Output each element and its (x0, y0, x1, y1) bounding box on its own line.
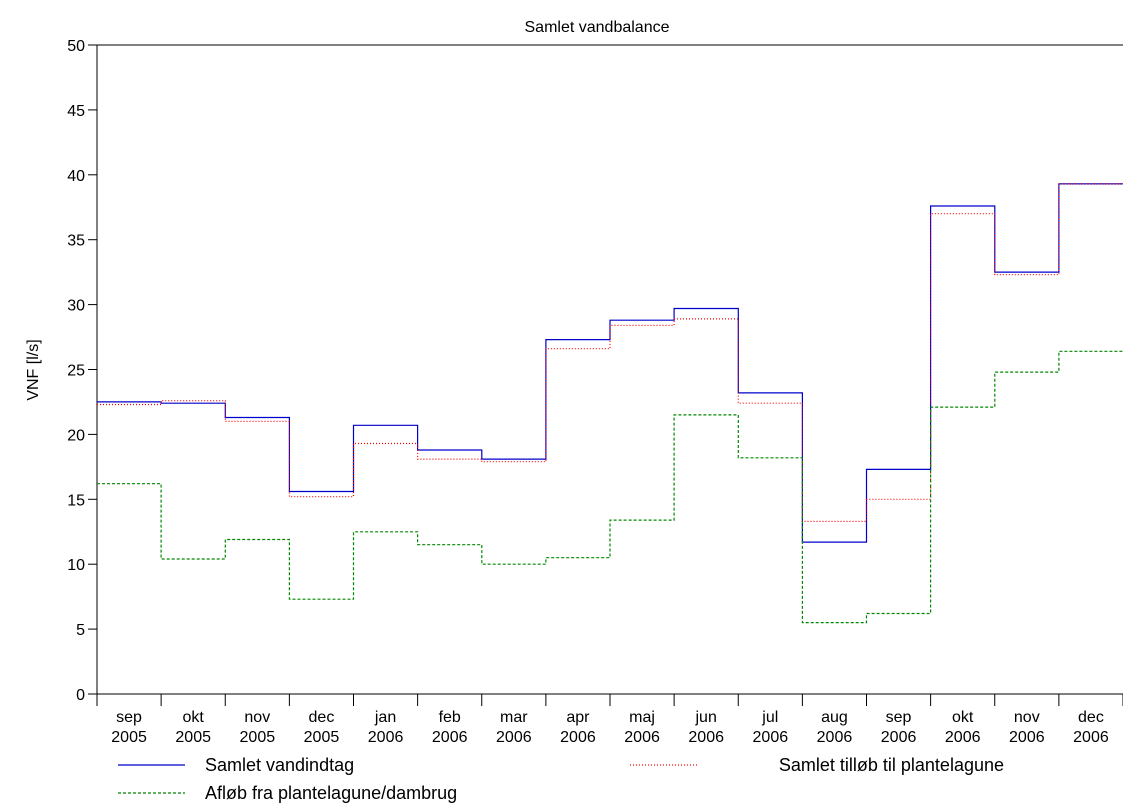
x-tick-label-month: dec (1078, 709, 1104, 726)
x-axis-ticks: sep 2005 okt 2005 nov 2005 dec 2005 jan 2006 feb 20… (96, 694, 1123, 746)
x-tick-label-month: jun (695, 709, 717, 726)
x-tick-label-month: sep (886, 709, 912, 726)
series-lines (97, 183, 1123, 624)
x-tick-label-year: 2005 (240, 729, 276, 746)
x-tick-label-month: jan (374, 709, 396, 726)
x-tick-label-month: apr (566, 709, 590, 726)
x-tick-label-year: 2006 (624, 729, 660, 746)
y-tick-label: 35 (67, 233, 85, 250)
plot-frame (96, 44, 1123, 695)
legend-label-1: Samlet vandindtag (205, 755, 354, 775)
x-tick-label-year: 2006 (945, 729, 981, 746)
x-tick-label-year: 2005 (175, 729, 211, 746)
x-tick-label-year: 2006 (496, 729, 532, 746)
chart-title: Samlet vandbalance (525, 19, 670, 36)
legend-label-3: Afløb fra plantelagune/dambrug (205, 783, 457, 803)
y-tick-label: 10 (67, 557, 85, 574)
y-tick-label: 30 (67, 298, 85, 315)
x-tick-label-month: maj (629, 709, 655, 726)
x-tick-label-month: jul (761, 709, 778, 726)
y-tick-label: 40 (67, 168, 85, 185)
x-tick-label-year: 2006 (560, 729, 596, 746)
x-tick-label-month: nov (1014, 709, 1040, 726)
x-tick-label-year: 2006 (881, 729, 917, 746)
x-tick-label-year: 2006 (1073, 729, 1109, 746)
x-tick-label-year: 2006 (753, 729, 789, 746)
y-tick-label: 25 (67, 363, 85, 380)
x-tick-label-year: 2006 (688, 729, 724, 746)
series-line-2 (97, 183, 1123, 522)
legend: Samlet vandindtag Samlet tilløb til plant… (118, 755, 1004, 803)
x-tick-label-month: mar (500, 709, 528, 726)
x-tick-label-year: 2006 (368, 729, 404, 746)
x-tick-label-year: 2006 (432, 729, 468, 746)
x-tick-label-month: feb (439, 709, 461, 726)
x-tick-label-month: okt (183, 709, 205, 726)
x-tick-label-month: aug (821, 709, 848, 726)
series-line-3 (97, 350, 1123, 624)
y-tick-label: 50 (67, 38, 85, 55)
series-line-1 (97, 183, 1123, 543)
x-tick-label-year: 2005 (304, 729, 340, 746)
y-tick-label: 45 (67, 103, 85, 120)
legend-label-2: Samlet tilløb til plantelagune (779, 755, 1004, 775)
x-tick-label-year: 2006 (1009, 729, 1045, 746)
y-tick-label: 20 (67, 427, 85, 444)
x-tick-label-month: dec (309, 709, 335, 726)
x-tick-label-month: nov (244, 709, 270, 726)
x-tick-label-year: 2006 (817, 729, 853, 746)
y-tick-label: 0 (76, 687, 85, 704)
x-tick-label-month: sep (116, 709, 142, 726)
y-tick-label: 5 (76, 622, 85, 639)
y-axis-ticks: 0 5 10 15 20 25 30 35 40 45 50 (67, 38, 97, 704)
x-tick-label-year: 2005 (111, 729, 147, 746)
y-axis-label: VNF [l/s] (25, 339, 42, 400)
x-tick-label-month: okt (952, 709, 974, 726)
y-tick-label: 15 (67, 492, 85, 509)
